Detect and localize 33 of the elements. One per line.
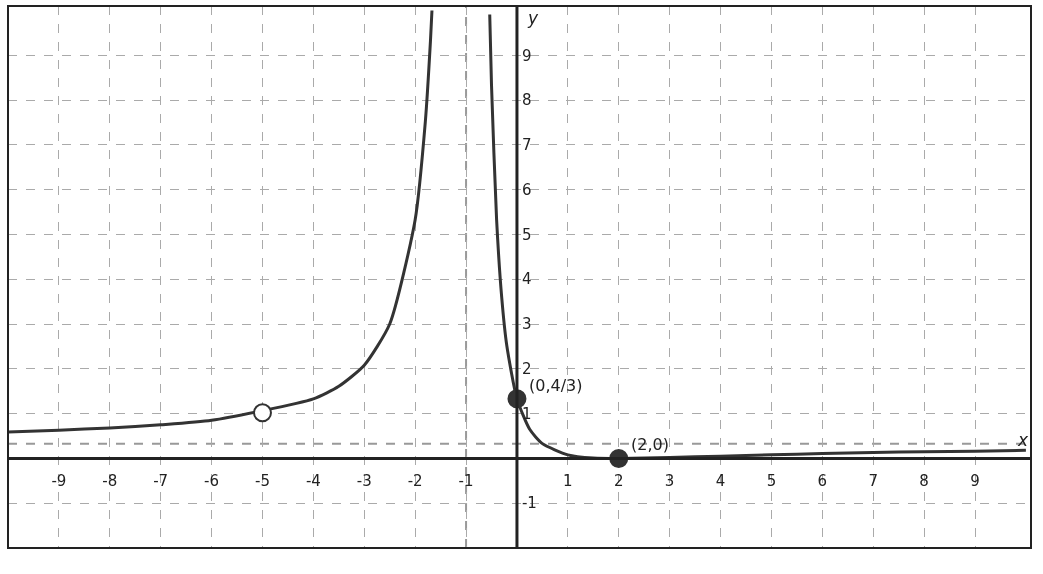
x-tick-label: -7: [153, 472, 169, 491]
x-tick-label: 3: [664, 472, 675, 491]
point: [252, 403, 272, 423]
y-tick-label: 6: [521, 180, 532, 199]
x-tick-label: -2: [407, 472, 423, 491]
y-tick-label: 8: [521, 91, 532, 110]
x-tick-label: 7: [868, 472, 878, 491]
x-tick-label: -8: [102, 472, 118, 491]
x-tick-label: -9: [51, 472, 67, 491]
x-tick-label: 1: [563, 472, 573, 491]
y-tick-label: 4: [521, 270, 532, 289]
x-axis-title: x: [1017, 430, 1029, 450]
y-axis-title: y: [527, 8, 539, 28]
y-tick-label: 5: [521, 225, 532, 244]
x-tick-label: -1: [458, 472, 474, 491]
x-tick-label: -3: [356, 472, 372, 491]
y-tick-label: 9: [521, 46, 532, 65]
x-tick-label: 9: [970, 472, 980, 491]
x-tick-label: 4: [715, 472, 726, 491]
y-tick-label: 2: [521, 360, 532, 379]
y-tick-label: -1: [521, 494, 537, 513]
annotation: (2,0): [631, 435, 669, 454]
y-tick-label: 7: [521, 136, 532, 155]
x-tick-label: 5: [766, 472, 777, 491]
x-tick-label: 2: [613, 472, 624, 491]
x-tick-label: -4: [305, 472, 321, 491]
x-tick-label: 6: [817, 472, 828, 491]
x-tick-label: 8: [919, 472, 929, 491]
y-tick-label: 3: [521, 315, 532, 334]
x-tick-label: -6: [204, 472, 220, 491]
x-tick-label: -5: [255, 472, 270, 491]
annotation: (0,4/3): [529, 376, 583, 395]
y-tick-label: 1: [521, 404, 532, 423]
